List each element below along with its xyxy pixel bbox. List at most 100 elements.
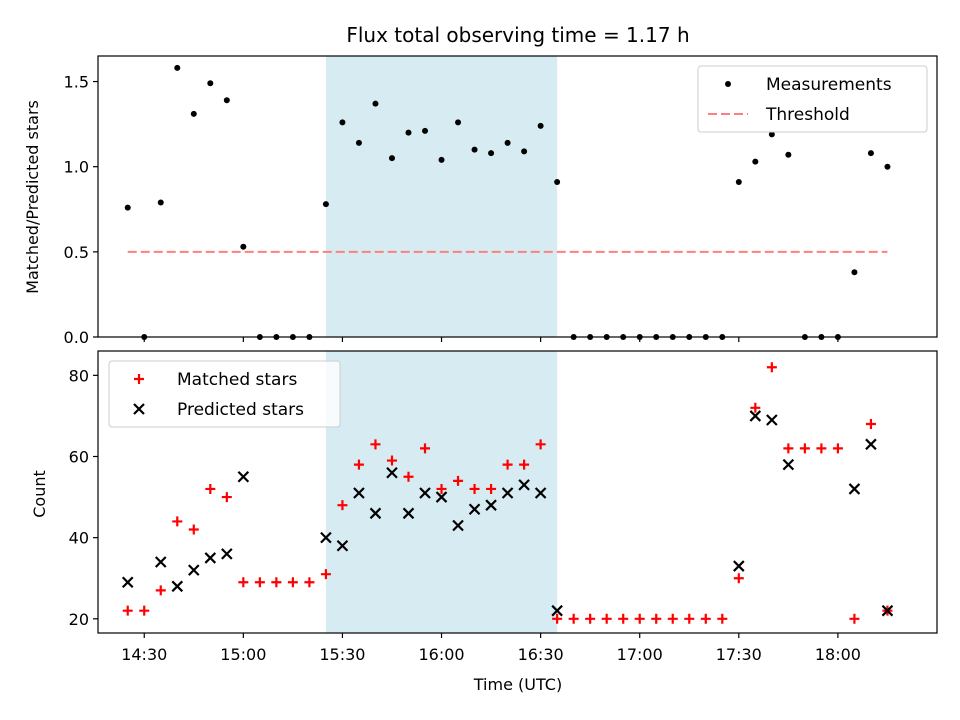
matched-star-point [750, 402, 761, 413]
matched-star-point [221, 492, 232, 503]
measurement-point [422, 127, 429, 134]
predicted-star-point [749, 410, 762, 422]
predicted-star-point [221, 548, 233, 560]
measurement-point [752, 158, 759, 165]
matched-star-point [766, 362, 777, 373]
measurement-point [339, 119, 346, 126]
matched-star-point [816, 443, 827, 454]
matched-star-point [717, 613, 728, 624]
measurement-point [537, 122, 544, 129]
predicted-star-point [485, 499, 497, 511]
matched-star-point [337, 500, 348, 511]
measurement-point [190, 110, 197, 117]
matched-star-point [585, 613, 596, 624]
measurement-point [471, 146, 478, 153]
measurement-point [768, 131, 775, 138]
matched-star-point [188, 524, 199, 535]
matched-star-point [783, 443, 794, 454]
panel-top: 0.0 0.5 1.0 1.5 Measurements Threshold [64, 55, 938, 347]
predicted-star-point [518, 479, 530, 491]
matched-star-point [502, 459, 513, 470]
legend-label: Threshold [765, 105, 850, 125]
matched-star-point [832, 443, 843, 454]
legend-swatch [725, 81, 731, 87]
matched-star-point [651, 613, 662, 624]
matched-star-point [618, 613, 629, 624]
measurement-point [355, 139, 362, 146]
matched-star-point [271, 577, 282, 588]
legend-label: Measurements [766, 75, 892, 95]
predicted-star-point [336, 539, 349, 552]
predicted-star-point [154, 556, 167, 568]
y-tick-label: 60 [69, 447, 89, 466]
predicted-star-point [766, 414, 778, 426]
legend-label: Predicted stars [177, 400, 304, 420]
legend: Matched stars Predicted stars [108, 360, 341, 428]
matched-star-point [519, 459, 530, 470]
y-axis-label-top: Matched/Predicted stars [23, 100, 42, 294]
x-tick-label: 17:30 [716, 645, 762, 664]
x-tick-label: 17:00 [617, 645, 663, 664]
legend-swatch [133, 403, 145, 415]
y-tick-label: 80 [69, 366, 89, 385]
matched-star-point [865, 419, 876, 430]
predicted-star-point [121, 576, 134, 589]
matched-star-point [304, 577, 315, 588]
legend-label: Matched stars [177, 370, 297, 390]
predicted-star-point [865, 438, 877, 451]
predicted-star-point [204, 552, 217, 564]
predicted-star-point [452, 519, 464, 532]
matched-star-point [469, 483, 480, 494]
measurement-point [322, 201, 329, 208]
y-tick-label: 1.5 [64, 73, 89, 92]
predicted-star-point [435, 491, 448, 503]
measurement-point [504, 139, 511, 146]
matched-star-point [353, 459, 364, 470]
x-tick-label: 16:30 [518, 645, 564, 664]
measurement-point [223, 97, 230, 104]
x-tick-label: 14:30 [121, 645, 167, 664]
x-tick-label: 15:00 [220, 645, 266, 664]
predicted-star-point [320, 531, 332, 544]
matched-star-point [799, 443, 810, 454]
matched-star-point [155, 585, 166, 596]
x-tick-label: 16:00 [418, 645, 464, 664]
matched-star-point [601, 613, 612, 624]
measurement-point [405, 129, 412, 136]
y-tick-label: 40 [69, 529, 89, 548]
matched-star-point [254, 577, 265, 588]
matched-star-point [634, 613, 645, 624]
y-tick-label: 0.0 [64, 328, 89, 347]
matched-star-point [568, 613, 579, 624]
x-tick-label: 15:30 [319, 645, 365, 664]
measurement-point [372, 100, 379, 107]
measurement-point [851, 269, 858, 276]
predicted-star-point [733, 560, 745, 572]
matched-star-point [172, 516, 183, 527]
measurement-point [240, 243, 247, 250]
matched-star-point [420, 443, 431, 454]
matched-star-point [205, 483, 216, 494]
x-axis-label: Time (UTC) [473, 675, 562, 694]
y-tick-label: 0.5 [64, 243, 89, 262]
measurement-point [554, 179, 561, 186]
measurement-point [785, 151, 792, 158]
y-tick-label: 20 [69, 610, 89, 629]
matched-star-point [238, 577, 249, 588]
measurement-point [488, 150, 495, 157]
matched-star-point [667, 613, 678, 624]
matched-star-point [700, 613, 711, 624]
matched-star-point [849, 613, 860, 624]
predicted-star-point [171, 580, 184, 593]
predicted-star-point [551, 604, 563, 617]
matched-star-point [370, 439, 381, 450]
matched-star-point [486, 483, 497, 494]
predicted-star-point [501, 487, 514, 499]
chart-title: Flux total observing time = 1.17 h [346, 23, 689, 47]
plot-frame [97, 55, 938, 338]
matched-star-point [453, 475, 464, 486]
predicted-star-point [419, 487, 431, 499]
predicted-star-point [353, 487, 365, 499]
measurement-point [455, 119, 462, 126]
